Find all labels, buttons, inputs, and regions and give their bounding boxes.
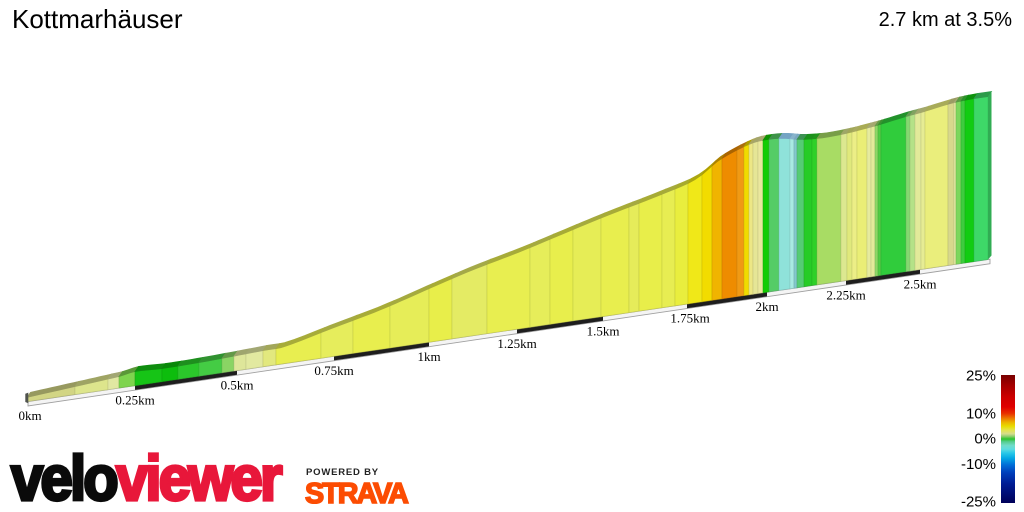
svg-text:2.5km: 2.5km <box>904 277 937 292</box>
svg-text:0%: 0% <box>974 431 996 448</box>
svg-text:1.75km: 1.75km <box>670 311 709 326</box>
svg-text:0.5km: 0.5km <box>221 378 254 393</box>
svg-text:0km: 0km <box>18 408 41 423</box>
svg-text:1.25km: 1.25km <box>497 336 536 351</box>
svg-text:2km: 2km <box>755 299 778 314</box>
svg-text:0.75km: 0.75km <box>314 363 353 378</box>
svg-text:-25%: -25% <box>961 494 996 511</box>
svg-text:2.7 km at 3.5%: 2.7 km at 3.5% <box>879 9 1013 31</box>
svg-text:1km: 1km <box>417 349 440 364</box>
svg-text:1.5km: 1.5km <box>587 324 620 339</box>
svg-text:10%: 10% <box>966 406 996 423</box>
svg-text:Kottmarhäuser: Kottmarhäuser <box>12 4 183 34</box>
svg-text:25%: 25% <box>966 368 996 385</box>
svg-text:-10%: -10% <box>961 456 996 473</box>
svg-text:2.25km: 2.25km <box>826 288 865 303</box>
svg-text:0.25km: 0.25km <box>115 393 154 408</box>
